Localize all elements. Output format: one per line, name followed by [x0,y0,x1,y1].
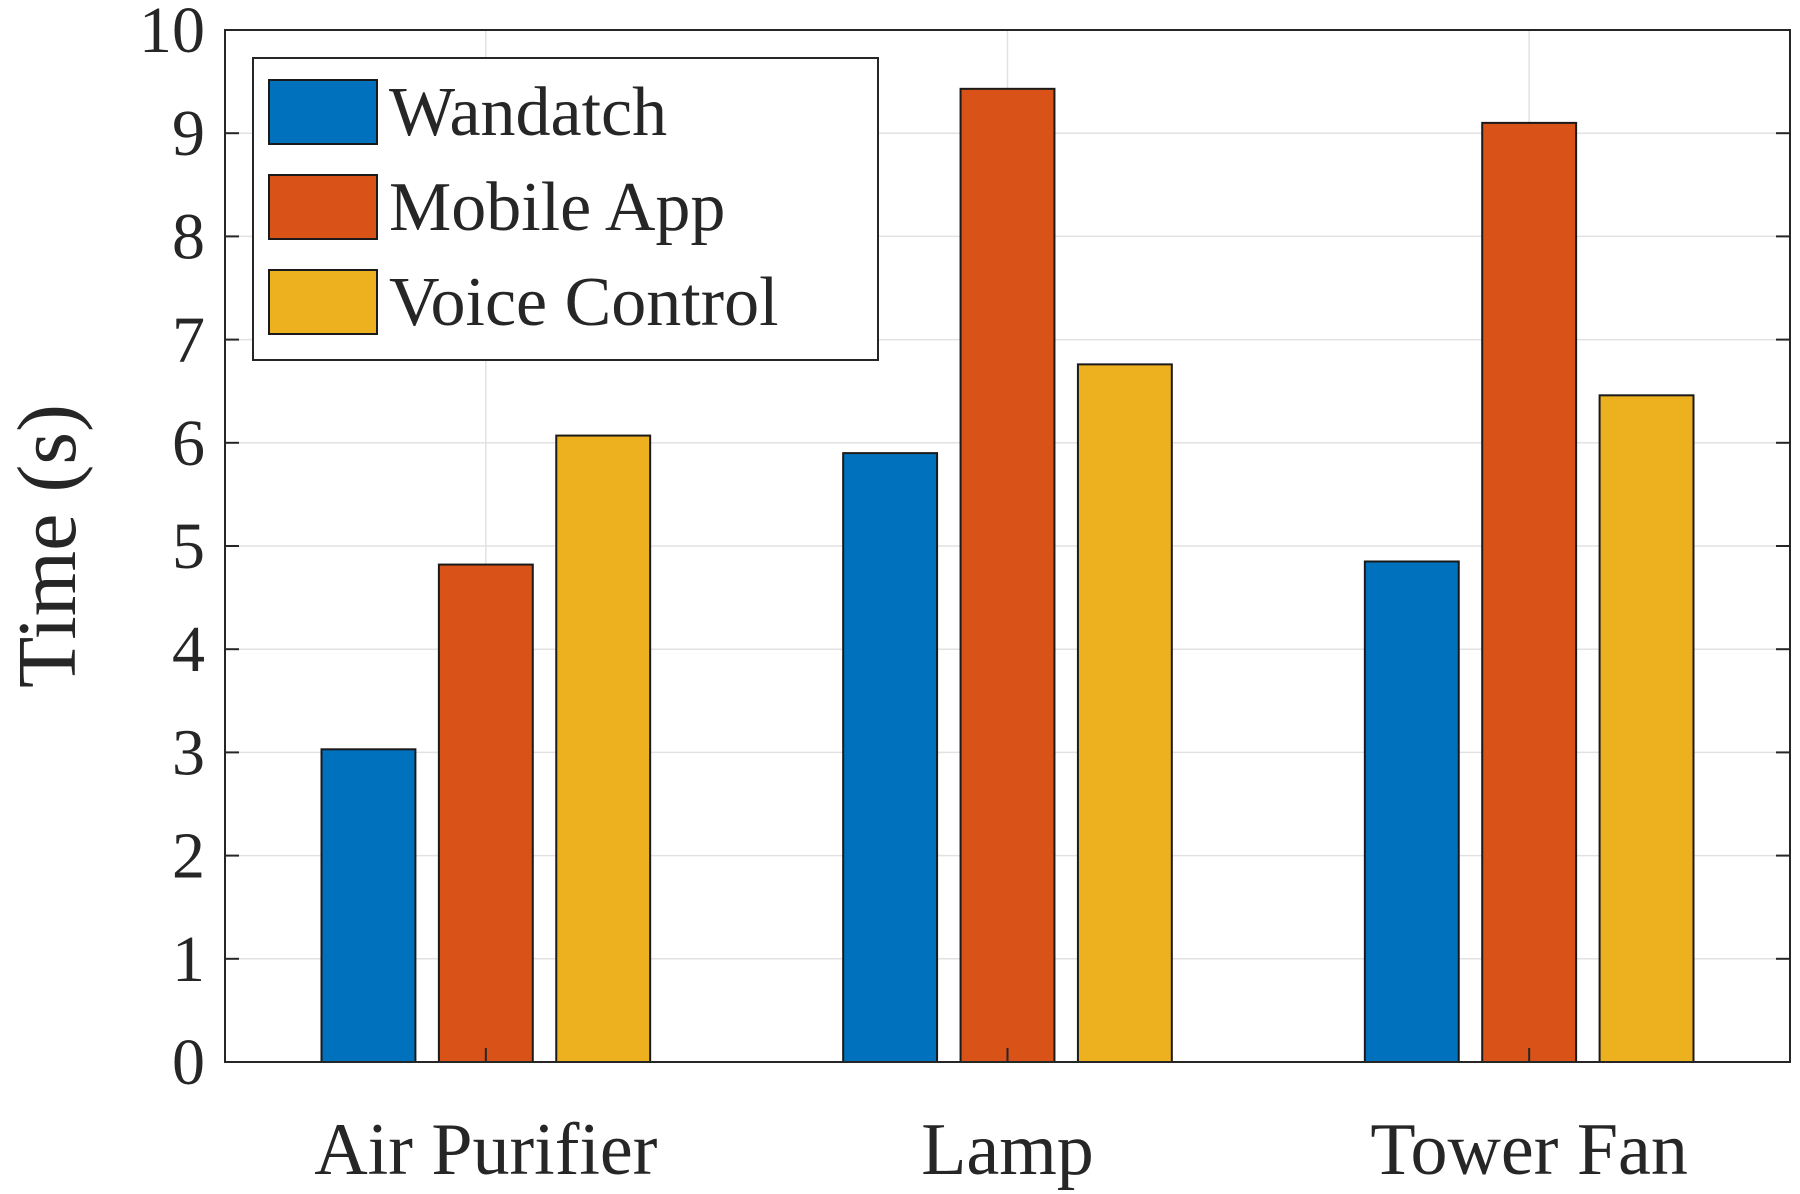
bars [320,87,1695,1064]
axes: 0 1 2 3 4 5 6 7 8 9 10 Air Purifier Lamp Tower Fan [139,0,1790,1191]
y-tick-label: 5 [172,510,205,583]
y-tick-label: 2 [172,820,205,893]
bar-mobile-app-air-purifier [437,563,534,1063]
x-category-label: Tower Fan [1370,1109,1687,1191]
legend-label: Mobile App [389,169,725,246]
bar-voice-control-air-purifier [555,434,652,1063]
y-tick-label: 4 [172,613,205,686]
bar-voice-control-tower-fan [1598,394,1695,1063]
bar-wandatch-tower-fan [1363,560,1460,1063]
y-tick-label: 3 [172,716,205,789]
y-tick-label: 1 [172,923,205,996]
y-tick-label: 9 [172,97,205,170]
y-tick-label: 0 [172,1026,205,1099]
bar-voice-control-lamp [1076,363,1173,1064]
y-tick-label: 8 [172,200,205,273]
legend: Wandatch Mobile App Voice Control [252,57,879,361]
legend-swatch [268,79,378,145]
y-tick-label: 10 [139,0,205,67]
y-axis-title: Time (s) [1,404,94,688]
legend-swatch [268,174,378,240]
bar-mobile-app-tower-fan [1481,121,1578,1063]
bar-mobile-app-lamp [959,87,1056,1064]
bar-wandatch-lamp [842,452,939,1063]
y-tick-label: 7 [172,304,205,377]
legend-label: Voice Control [389,264,779,341]
y-tick-label: 6 [172,407,205,480]
legend-swatch [268,269,378,335]
bar-wandatch-air-purifier [320,748,417,1064]
x-category-label: Air Purifier [314,1109,657,1191]
x-category-label: Lamp [921,1109,1094,1191]
legend-label: Wandatch [389,74,667,151]
